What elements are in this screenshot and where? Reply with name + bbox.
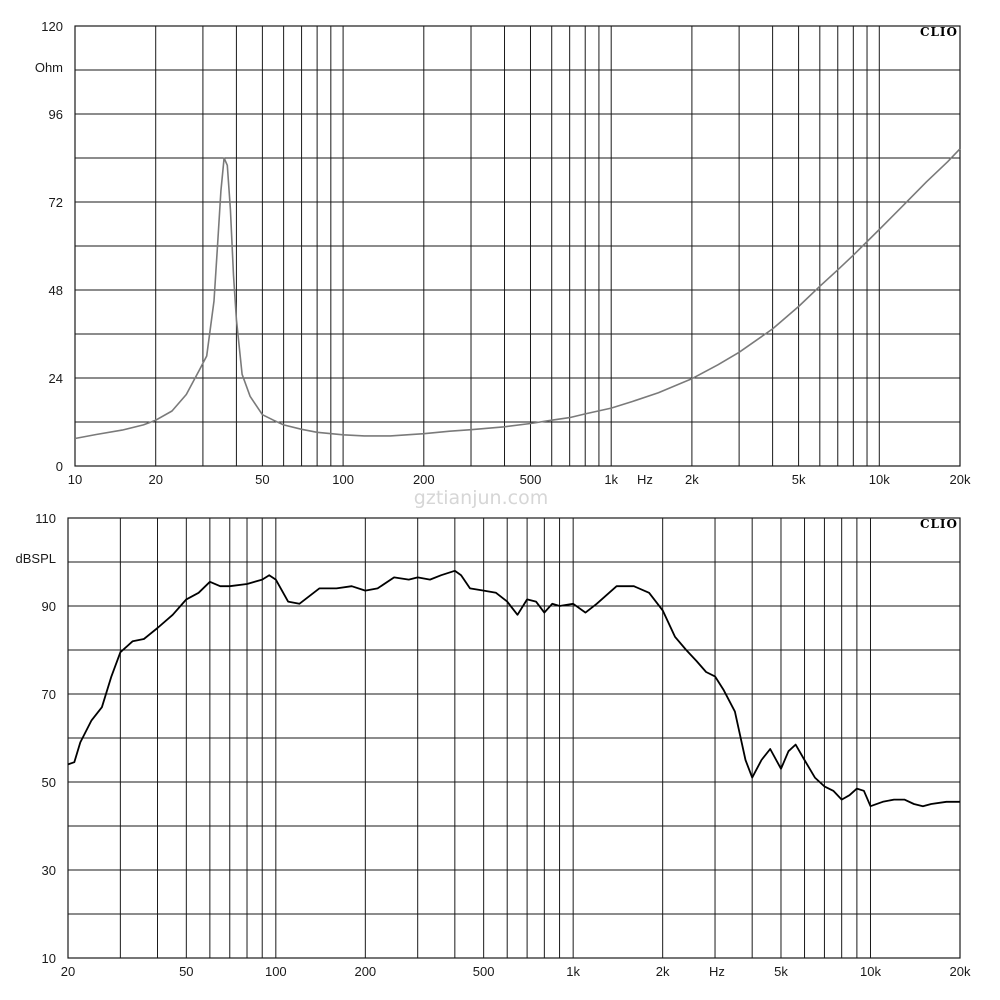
x-tick-label: 200 (413, 472, 435, 487)
y-tick-label: 90 (42, 599, 56, 614)
y-axis-unit-label: dBSPL (16, 551, 56, 566)
y-tick-label: 0 (56, 459, 63, 474)
brand-label: CLIO (920, 25, 958, 39)
x-tick-label: 10k (860, 964, 881, 979)
x-tick-label: 1k (566, 964, 580, 979)
impedance-curve (74, 148, 961, 440)
y-tick-label: 120 (41, 19, 63, 34)
x-axis-unit-label: Hz (637, 472, 653, 487)
y-tick-label: 48 (49, 283, 63, 298)
x-tick-label: 100 (332, 472, 354, 487)
x-tick-label: 500 (473, 964, 495, 979)
x-tick-label: 50 (179, 964, 193, 979)
x-tick-label: 20k (950, 964, 971, 979)
x-tick-label: 20k (950, 472, 971, 487)
watermark: gztianjun.com (414, 487, 548, 509)
plot-frame (67, 517, 961, 959)
x-tick-label: 10k (869, 472, 890, 487)
x-tick-label: 20 (148, 472, 162, 487)
x-tick-label: 5k (774, 964, 788, 979)
x-tick-label: 5k (792, 472, 806, 487)
y-tick-label: 96 (49, 107, 63, 122)
plot-frame (74, 25, 961, 467)
y-tick-label: 72 (49, 195, 63, 210)
x-tick-label: 2k (685, 472, 699, 487)
y-axis-unit-label: Ohm (35, 60, 63, 75)
x-tick-label: 50 (255, 472, 269, 487)
y-tick-label: 24 (49, 371, 63, 386)
spl-curve (67, 569, 960, 808)
x-tick-label: 1k (604, 472, 618, 487)
x-tick-label: 500 (520, 472, 542, 487)
x-axis-unit-label: Hz (709, 964, 725, 979)
y-tick-label: 10 (42, 951, 56, 966)
y-tick-label: 50 (42, 775, 56, 790)
spl-chart: 10 30 50 70 90 110 dBSPL 20 50 100 200 500 1k 2k Hz 5k 1… (16, 511, 971, 979)
y-tick-label: 110 (35, 511, 56, 526)
y-tick-label: 30 (42, 863, 56, 878)
y-tick-label: 70 (42, 687, 56, 702)
x-tick-label: 2k (656, 964, 670, 979)
impedance-chart: 0 24 48 72 96 120 Ohm 10 20 50 100 200 500 1k Hz 2k 5k 10… (35, 19, 971, 487)
x-tick-label: 20 (61, 964, 75, 979)
x-tick-label: 100 (265, 964, 287, 979)
brand-label: CLIO (920, 517, 958, 531)
x-tick-label: 200 (354, 964, 376, 979)
x-tick-label: 10 (68, 472, 82, 487)
